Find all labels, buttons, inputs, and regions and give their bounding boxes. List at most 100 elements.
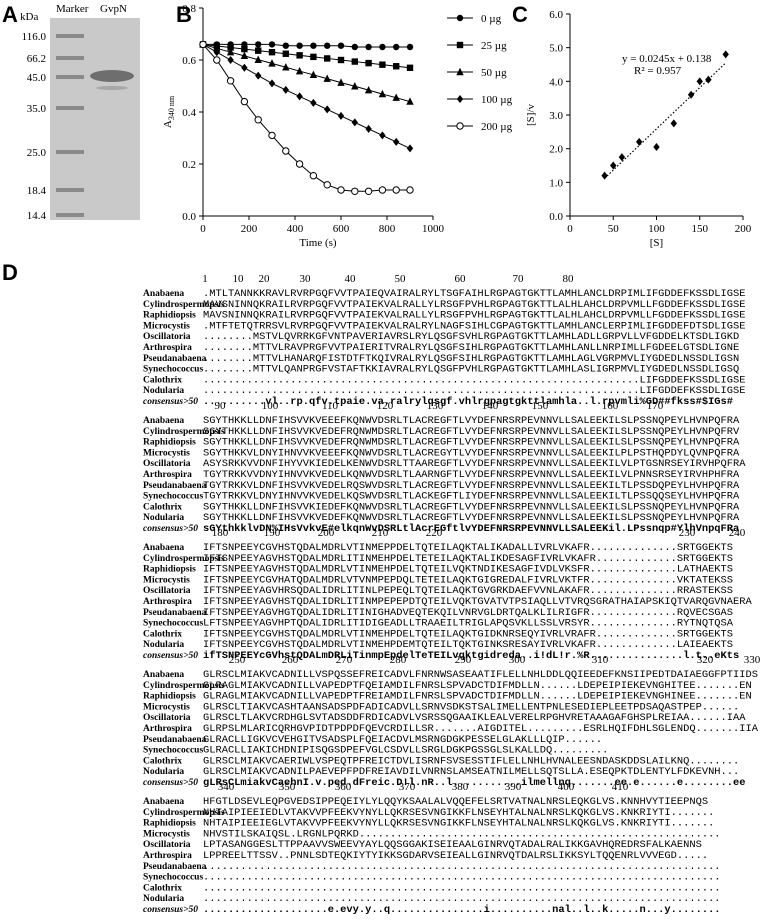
x-tick-label: 200 [241, 223, 258, 235]
marker [323, 74, 331, 82]
position-number: 90 [215, 400, 227, 412]
sequence-name: Microcystis [143, 575, 190, 585]
sequence-row: ........MTTVLQANPRGFVSTAFTKKIAVRALRYLQSG… [203, 364, 739, 376]
sequence-row: TGYTRKKVVDNYIHNVVKVEDELKQNWVDSRLTLAARNGF… [203, 469, 740, 481]
sequence-row: IFTSNPEEYCGVHSTQDALMDRLVTINMEHPDEMTQTEIL… [203, 639, 733, 651]
sequence-name: consensus>50 [143, 397, 198, 407]
sequence-name: Oscillatoria [143, 459, 191, 469]
marker [255, 41, 262, 48]
sequence-name: Anabaena [143, 797, 184, 807]
position-number: 210 [372, 527, 389, 539]
x-tick-label: 800 [379, 223, 396, 235]
position-number: 130 [427, 400, 444, 412]
sequence-name: Arthrospira [143, 470, 192, 480]
sequence-name: Nodularia [143, 894, 184, 904]
annotation: y = 0.0245x + 0.138 [622, 53, 712, 65]
marker [296, 52, 303, 59]
marker-label: 66.2 [27, 53, 46, 65]
sequence-name: Microcystis [143, 321, 190, 331]
sequence-name: Synechococcus [143, 492, 203, 502]
sequence-name: Calothrix [143, 375, 182, 385]
marker-band [56, 213, 84, 217]
position-number: 340 [218, 781, 235, 793]
legend-marker [456, 14, 464, 22]
sequence-row: GLRSCLMIAKVCAERIWLVSPEQTPFREICTDVLISRNFS… [203, 755, 739, 767]
sequence-name: consensus>50 [143, 524, 198, 534]
marker [324, 55, 331, 62]
sequence-row: IFTSNPEEYAGVHSTQDALIDRLITINMPEPEPDTQTEIL… [203, 596, 752, 608]
position-number: 50 [395, 273, 407, 285]
legend-label: 50 µg [481, 67, 507, 79]
y-tick-label: 0.0 [182, 211, 196, 223]
marker [282, 147, 290, 155]
marker [406, 97, 414, 105]
gel-unit: kDa [20, 11, 38, 23]
x-axis-label: Time (s) [299, 237, 337, 249]
y-tick-label: 1.0 [549, 177, 563, 189]
position-number: 360 [335, 781, 352, 793]
y-axis-label: A340 nm [162, 95, 176, 128]
y-tick-label: 3.0 [549, 110, 563, 122]
marker [670, 119, 677, 128]
marker [393, 137, 400, 146]
y-tick-label: 0.8 [182, 3, 196, 15]
position-number: 260 [282, 654, 299, 666]
marker [364, 187, 373, 196]
marker [337, 42, 345, 49]
sequence-row: SGYTHKKLLDNFIHSVVKIEDEFKQNWVDSRLTLACREGF… [203, 501, 740, 513]
marker [240, 51, 249, 60]
sequence-name: Raphidiopsis [143, 692, 196, 702]
marker [268, 79, 276, 88]
position-number: 310 [592, 654, 609, 666]
panel-label: A [2, 2, 18, 27]
marker [378, 186, 387, 194]
position-number: 110 [322, 400, 339, 412]
position-number: 100 [262, 400, 279, 412]
y-tick-label: 0.0 [549, 211, 563, 223]
y-axis-label-sub: 340 nm [167, 95, 176, 120]
x-tick-label: 1000 [422, 223, 445, 235]
sequence-row: ifTSNPEEYcGVhstQDALmDRLiTinmpEpdelTeTEIL… [203, 650, 739, 662]
position-number: 170 [647, 400, 664, 412]
marker [406, 64, 414, 71]
sequence-row: GLRSCLMIAKVCADNILPAEVEPFPDFREIAVDILVNRNS… [203, 766, 739, 778]
sequence-row: ........................................… [203, 374, 745, 386]
y-tick-label: 0.4 [182, 107, 196, 119]
position-number: 400 [558, 781, 575, 793]
position-number: 230 [679, 527, 696, 539]
marker [268, 49, 276, 56]
marker [722, 50, 729, 59]
marker [365, 124, 372, 133]
sequence-name: Arthrospira [143, 343, 192, 353]
marker [255, 71, 262, 80]
sequence-name: Cylindrospermopsis [143, 681, 225, 691]
sequence-row: IFTSNPEEYAGVHSTQDALMDRLVTINMEHPDELTQTEIL… [203, 564, 733, 576]
position-number: 290 [455, 654, 472, 666]
marker [282, 63, 290, 71]
sequence-name: consensus>50 [143, 778, 198, 788]
position-number: 160 [602, 400, 619, 412]
y-tick-label: 6.0 [549, 9, 563, 21]
sequence-row: LPTASANGGESLTTPPAAVVSWEEVYAYLQQSGGAKISEI… [203, 839, 702, 851]
sequence-row: MAVSNINNQKRAILRVRPGQFVVTPAIEKVALRALLYLRS… [203, 299, 745, 311]
marker [378, 89, 387, 98]
sequence-row: MAVSNINNQKRAILRVRPGQFVVTPAIEKVALRALLYLRS… [203, 310, 745, 322]
sequence-name: Cylindrospermopsis [143, 808, 225, 818]
marker [295, 66, 304, 75]
legend-label: 200 µg [481, 121, 513, 133]
sequence-row: IFTSNPEEYCGVHATQDALMDRLVTVNMPEPDQLTETEIL… [203, 574, 733, 586]
sequence-name: Raphidiopsis [143, 438, 196, 448]
x-tick-label: 150 [692, 223, 709, 235]
position-number: 1 [202, 273, 208, 285]
marker-band [56, 188, 84, 192]
marker-label: 18.4 [27, 185, 47, 197]
position-number: 150 [532, 400, 549, 412]
sequence-name: Pseudanabaena [143, 354, 207, 364]
sequence-row: GLRAGLMIAKVCADNILLVAPEDPTFREIAMDILFNRSLS… [203, 691, 752, 703]
sequence-row: GLRPSLMLARICQRHGVPIDTPDPDFQEVCRDILLSR...… [203, 723, 759, 735]
marker-band [56, 56, 84, 60]
marker-band [56, 75, 84, 79]
sequence-name: Cylindrospermopsis [143, 300, 225, 310]
marker [296, 92, 303, 101]
sequence-name: Pseudanabaena [143, 735, 207, 745]
